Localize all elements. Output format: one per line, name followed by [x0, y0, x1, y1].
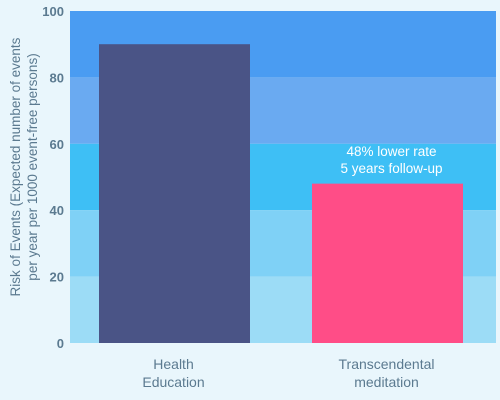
- bars: [99, 44, 463, 343]
- y-axis-ticks: 0 20 40 60 80 100: [42, 4, 64, 351]
- y-tick-label: 0: [57, 336, 64, 351]
- y-axis-label: Risk of Events (Expected number of event…: [8, 37, 40, 296]
- y-tick-label: 20: [50, 270, 64, 285]
- x-tick-label: Transcendental meditation: [339, 356, 435, 390]
- y-tick-label: 40: [50, 203, 64, 218]
- bar-0: [99, 44, 250, 343]
- y-axis-title: Risk of Events (Expected number of event…: [8, 37, 40, 296]
- y-tick-label: 100: [42, 4, 64, 19]
- bar-annotation: 48% lower rate 5 years follow-up: [340, 144, 442, 176]
- annotation-text: 48% lower rate 5 years follow-up: [340, 144, 442, 176]
- y-tick-label: 60: [50, 137, 64, 152]
- x-axis-labels: Health Education Transcendental meditation: [142, 356, 434, 390]
- bar-1: [312, 183, 463, 343]
- y-tick-label: 80: [50, 70, 64, 85]
- x-tick-label: Health Education: [142, 356, 204, 390]
